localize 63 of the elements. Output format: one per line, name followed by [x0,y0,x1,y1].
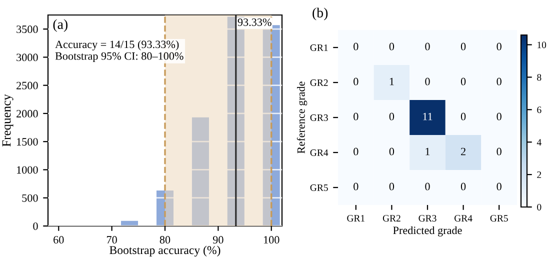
data-label: 0 [460,112,466,120]
y-tick-label: GR4 [310,149,328,156]
x-axis-title: Bootstrap accuracy (%) [110,246,220,257]
x-tick-label: GR4 [454,215,472,222]
data-label: 0 [496,148,502,156]
y-tick-label: 1000 [17,166,38,174]
y-tick-label: GR2 [310,79,328,86]
y-tick-label: 500 [22,194,38,202]
x-tick-label: GR2 [382,215,400,222]
data-label: 0 [354,148,358,156]
bar [192,117,209,226]
color-bar-label: 4 [536,139,542,146]
x-tick-label: GR3 [418,215,436,222]
annotation: (a) [53,19,68,32]
data-label: 0 [389,42,394,50]
data-label: 0 [496,78,502,86]
data-label: 0 [496,112,502,120]
x-tick-label: 100 [264,236,280,244]
x-tick-label: 70 [106,236,117,244]
y-tick-label: GR3 [310,114,328,121]
data-label: 0 [425,182,430,190]
color-bar-label: 0 [537,204,542,210]
data-label: 2 [461,148,466,156]
y-tick-label: 0 [33,222,38,230]
y-tick-label: GR5 [310,184,328,191]
data-label: 0 [354,182,358,190]
data-label: 0 [389,112,394,120]
y-axis-title: Frequency [2,94,14,147]
data-label: 0 [354,42,358,50]
data-label: 0 [460,78,466,86]
data-label: 0 [496,182,502,190]
y-tick-label: 2500 [16,82,38,90]
data-label: 0 [354,112,358,120]
data-label: 0 [425,78,430,86]
y-tick-label: GR1 [310,44,328,51]
color-bar-label: 2 [537,171,542,178]
data-label: 0 [460,182,466,190]
annotation: Accuracy = 14/15 (93.33%) Bootstrap 95% CI: 80–100% [55,40,184,62]
y-tick-label: 1500 [17,138,38,146]
y-tick-label: 3500 [16,26,38,34]
color-bar-label: 10 [538,42,546,48]
x-tick-label: 60 [54,236,64,244]
y-tick-label: 3000 [16,54,38,62]
x-axis-title: Predicted grade [393,226,462,236]
data-label: 0 [354,78,358,86]
data-label: 1 [390,78,394,86]
ref-line-label: 93.33% [238,18,272,26]
data-label: 0 [460,42,466,50]
x-tick-label: GR5 [490,215,508,222]
data-label: 0 [496,42,502,50]
y-axis-title: Reference grade [296,82,308,154]
color-bar-label: 8 [537,74,542,81]
data-label: 0 [389,148,394,156]
data-label: 0 [425,42,430,50]
x-tick-label: 80 [160,236,170,244]
data-label: 0 [389,182,394,190]
x-tick-label: 90 [212,236,224,244]
y-tick-label: 2000 [16,110,38,118]
text: (b) [312,8,328,20]
color-bar-label: 6 [537,106,542,114]
x-tick-label: GR1 [347,215,364,222]
data-label: 11 [423,112,432,120]
data-label: 1 [426,148,430,156]
